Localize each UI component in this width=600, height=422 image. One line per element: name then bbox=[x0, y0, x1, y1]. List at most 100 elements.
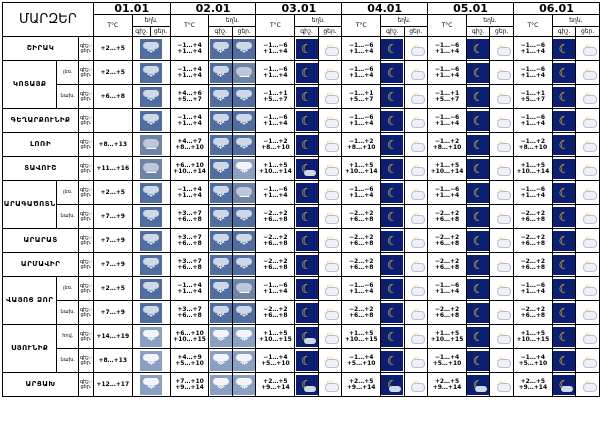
weather-icon-cell: ☾ bbox=[551, 60, 577, 85]
weather-icon-cell: ☾ bbox=[551, 348, 577, 373]
temperature-cell: −1…+2 +8…+10 bbox=[512, 132, 553, 157]
night-temperature: +3…+7 bbox=[177, 233, 202, 241]
table-row: ԱՐԱԳԱԾՈՏՆ լեռ. գիշ.- ցեր. +2…+5 ❄ −1…+4 +1…+4 ❄ ☁… bbox=[1, 180, 600, 229]
weather-icon-cell: ☾ bbox=[465, 348, 491, 373]
weather-icon-cell: ☾ bbox=[380, 348, 405, 373]
sun-cloud-icon: ☀ bbox=[319, 158, 341, 179]
snow-cloud-icon: ❄ bbox=[140, 86, 163, 107]
weather-icon-cell: ☀ bbox=[317, 372, 343, 397]
day-temperature: +6…+8 bbox=[434, 239, 460, 247]
moon-icon: ☾ bbox=[467, 278, 489, 299]
day-temperature: +6…+8 bbox=[520, 239, 546, 247]
weather-header: եղն. bbox=[551, 14, 600, 27]
day-temperature: +11…+16 bbox=[96, 164, 130, 172]
table-row: ՇԻՐԱԿ գիշ.- ցեր. +2…+5 ❄ −1…+4 +1…+4 ❄ ❄ −1…−6 +1…… bbox=[1, 36, 600, 61]
weather-icon-cell: ☾ bbox=[380, 84, 405, 109]
weather-icon-cell: ☁ bbox=[131, 156, 171, 181]
temperature-header: T°C bbox=[341, 14, 382, 37]
day-temperature: +2…+5 bbox=[100, 284, 125, 292]
date-header-4: 04.01 bbox=[341, 2, 429, 15]
weather-icon-cell: ☾ bbox=[465, 276, 491, 301]
weather-icon-cell: ☾ bbox=[465, 132, 491, 157]
sun-cloud-icon: ☀ bbox=[319, 62, 341, 83]
day-temperature: +14…+19 bbox=[96, 332, 130, 340]
night-temperature: −1…+1 bbox=[434, 89, 460, 97]
weather-icon-cell: ☾ bbox=[294, 156, 319, 181]
weather-icon-cell: ❄ bbox=[208, 36, 233, 61]
weather-icon-cell: ❅ bbox=[231, 324, 257, 349]
weather-icon-cell: ☾ bbox=[551, 36, 577, 61]
weather-icon-cell: ❄ bbox=[131, 252, 171, 277]
day-temperature: +5…+10 bbox=[432, 359, 462, 367]
table-row: ԱՐՑԱԽ գիշ.- ցեր. +12…+17 ❅ +7…+10 +9…+14 ❅ ❅ +2…+… bbox=[1, 372, 600, 397]
moon-icon: ☾ bbox=[553, 230, 575, 251]
region-subarea: հով. bbox=[56, 324, 80, 349]
temperature-cell: +1…+5 +10…+14 bbox=[427, 156, 467, 181]
weather-icon-cell: ☾ bbox=[380, 324, 405, 349]
weather-icon-cell: ☀ bbox=[403, 228, 429, 253]
weather-icon-cell: ☾ bbox=[465, 60, 491, 85]
night-temperature: −1…−6 bbox=[349, 41, 374, 49]
row-label: գիշ.- ցեր. bbox=[78, 108, 94, 133]
night-temperature: −2…+2 bbox=[349, 233, 374, 241]
day-temperature: +6…+8 bbox=[349, 263, 374, 271]
weather-icon-cell: ❄ bbox=[208, 228, 233, 253]
night-temperature: −1…−6 bbox=[520, 65, 546, 73]
temperature-cell: +1…+5 +10…+15 bbox=[341, 324, 382, 349]
weather-icon-cell: ❅ bbox=[231, 156, 257, 181]
moon-icon: ☾ bbox=[553, 134, 575, 155]
day-temperature: +6…+8 bbox=[263, 311, 288, 319]
night-temperature: −2…+2 bbox=[520, 305, 546, 313]
moon-icon: ☾ bbox=[295, 254, 318, 275]
weather-icon-cell: ☾ bbox=[465, 204, 491, 229]
night-temperature: −2…+2 bbox=[520, 257, 546, 265]
sun-cloud-icon: ☀ bbox=[490, 158, 513, 179]
moon-icon: ☾ bbox=[553, 350, 575, 371]
sun-cloud-icon: ☀ bbox=[576, 230, 599, 251]
moon-icon: ☾ bbox=[295, 38, 318, 59]
day-label: ցեր. bbox=[80, 143, 92, 150]
sun-cloud-icon: ☀ bbox=[576, 38, 599, 59]
temperature-cell: −1…−6 +1…+4 bbox=[427, 108, 467, 133]
weather-icon-cell: ❄ bbox=[131, 36, 171, 61]
sun-cloud-icon: ☀ bbox=[576, 374, 599, 395]
temperature-cell: +2…+5 +9…+14 bbox=[427, 372, 467, 397]
row-label: գիշ.- ցեր. bbox=[78, 276, 94, 301]
night-temperature: −1…+2 bbox=[520, 137, 546, 145]
night-label: գիշ.- bbox=[79, 210, 93, 217]
snow-cloud-icon: ❄ bbox=[140, 38, 163, 59]
moon-icon: ☾ bbox=[381, 86, 404, 107]
sun-cloud-icon: ☀ bbox=[405, 38, 427, 59]
day-temperature: +1…+4 bbox=[263, 287, 288, 295]
sun-cloud-icon: ☀ bbox=[576, 206, 599, 227]
row-label: գիշ.- ցեր. bbox=[78, 228, 94, 253]
day-temperature: +10…+14 bbox=[430, 167, 464, 175]
weather-icon-cell: ☀ bbox=[489, 132, 514, 157]
weather-icon-cell: ☀ bbox=[403, 60, 429, 85]
snow-cloud-icon: ❄ bbox=[210, 38, 232, 59]
temperature-cell: −2…+2 +6…+8 bbox=[255, 228, 296, 253]
weather-icon-cell: ☾ bbox=[465, 300, 491, 325]
forecast-table-wrapper: ՄԱՐԶԵՐ 01.01 02.01 03.01 04.01 05.01 06.01 T°C ե… bbox=[1, 2, 600, 397]
sun-cloud-icon: ☀ bbox=[405, 350, 427, 371]
night-temperature: +4…+9 bbox=[177, 353, 202, 361]
sun-cloud-icon: ☀ bbox=[490, 182, 513, 203]
table-row: նախ. գիշ.- ցեր. +7…+9 ❄ +3…+7 +6…+8 ❄ ❄ −2…+2 +6…+… bbox=[3, 204, 600, 229]
day-temperature: +5…+10 bbox=[346, 359, 376, 367]
night-temperature: −1…+4 bbox=[263, 353, 288, 361]
temperature-cell: +2…+5 +9…+14 bbox=[341, 372, 382, 397]
night-cloud-icon: ☾ bbox=[295, 158, 318, 179]
night-temperature: −1…−6 bbox=[434, 113, 460, 121]
weather-icon-cell: ❄ bbox=[131, 60, 171, 85]
sun-cloud-icon: ☀ bbox=[405, 230, 427, 251]
snow-cloud-icon: ❄ bbox=[210, 86, 232, 107]
night-temperature: −2…+2 bbox=[434, 257, 460, 265]
temperature-cell: +14…+19 bbox=[92, 324, 133, 349]
temperature-cell: −2…+2 +6…+8 bbox=[512, 300, 553, 325]
temperature-header: T°C bbox=[427, 14, 467, 37]
weather-header: եղն. bbox=[294, 14, 343, 27]
moon-icon: ☾ bbox=[553, 158, 575, 179]
weather-icon-cell: ☀ bbox=[403, 108, 429, 133]
day-label: ցեր. bbox=[80, 239, 92, 246]
weather-icon-cell: ☀ bbox=[403, 324, 429, 349]
